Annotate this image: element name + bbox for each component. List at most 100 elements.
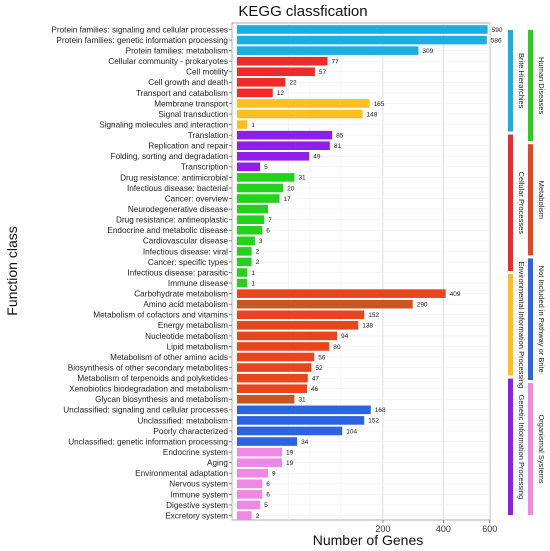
category-label: Amino acid metabolism bbox=[143, 300, 228, 309]
bar bbox=[237, 204, 268, 214]
category-label: Protein families: signaling and cellular… bbox=[51, 25, 228, 34]
bar bbox=[237, 437, 298, 446]
category-label: Glycan biosynthesis and metabolism bbox=[95, 395, 228, 404]
bar bbox=[237, 500, 261, 510]
value-label: 152 bbox=[368, 312, 379, 319]
value-label: 56 bbox=[318, 354, 326, 361]
bar bbox=[237, 215, 265, 224]
group-label: Environmental Information Processing bbox=[517, 261, 526, 388]
chart-title: KEGG classfication bbox=[238, 3, 367, 20]
group-legend: Brite Hierarchies Cellular Processes Envir… bbox=[508, 29, 546, 516]
bar bbox=[237, 321, 359, 330]
value-label: 6 bbox=[266, 228, 270, 235]
value-label: 85 bbox=[336, 132, 344, 139]
category-label: Immune system bbox=[170, 490, 228, 499]
bar bbox=[237, 289, 446, 298]
category-label: Membrane transport bbox=[154, 99, 228, 108]
category-label: Unclassified: genetic information proces… bbox=[68, 437, 228, 446]
bar bbox=[237, 394, 295, 404]
category-label: Cancer: overview bbox=[165, 194, 228, 203]
category-label: Lipid metabolism bbox=[167, 342, 229, 351]
category-label: Infectious disease: bacterial bbox=[127, 184, 228, 193]
bar bbox=[237, 352, 315, 362]
value-label: 57 bbox=[319, 69, 327, 76]
bar bbox=[237, 141, 330, 151]
value-label: 3 bbox=[259, 238, 263, 245]
bar bbox=[237, 490, 263, 499]
value-label: 31 bbox=[298, 175, 306, 182]
value-label: 52 bbox=[315, 365, 323, 372]
group-bar bbox=[528, 144, 533, 256]
value-label: 409 bbox=[450, 291, 461, 298]
category-label: Nervous system bbox=[169, 480, 228, 489]
bar bbox=[237, 130, 333, 140]
bar bbox=[237, 183, 284, 193]
category-label: Cancer: specific types bbox=[148, 258, 228, 267]
category-label: Unclassified: metabolism bbox=[137, 416, 228, 425]
bar bbox=[237, 373, 308, 383]
bar bbox=[237, 511, 252, 520]
category-label: Metabolism of terpenoids and polyketides bbox=[77, 374, 228, 383]
bar bbox=[237, 109, 363, 119]
category-label: Carbohydrate metabolism bbox=[134, 290, 228, 299]
category-labels: Protein families: signaling and cellular… bbox=[51, 25, 232, 520]
value-label: 309 bbox=[422, 48, 433, 55]
value-label: 138 bbox=[362, 323, 373, 330]
value-label: 152 bbox=[368, 418, 379, 425]
value-label: 5 bbox=[264, 164, 268, 171]
category-label: Drug resistance: antimicrobial bbox=[120, 173, 228, 182]
group-bar bbox=[508, 134, 513, 271]
value-label: 34 bbox=[301, 439, 309, 446]
value-label: 22 bbox=[289, 80, 297, 87]
category-label: Endocrine system bbox=[163, 448, 228, 457]
bar bbox=[237, 151, 310, 161]
bar bbox=[237, 78, 286, 87]
value-label: 165 bbox=[374, 101, 385, 108]
category-label: Cell motility bbox=[186, 68, 229, 77]
group-label: Cellular Processes bbox=[517, 172, 526, 235]
value-label: 47 bbox=[312, 375, 320, 382]
category-label: Excretory system bbox=[165, 511, 228, 520]
x-tick-label: 200 bbox=[375, 524, 390, 534]
bar bbox=[237, 268, 248, 277]
bar bbox=[237, 458, 282, 467]
group-label: Organismal Systems bbox=[537, 414, 546, 483]
category-label: Transport and catabolism bbox=[136, 89, 228, 98]
bar bbox=[237, 25, 488, 34]
value-label: 2 bbox=[256, 249, 260, 256]
value-label: 9 bbox=[272, 471, 276, 478]
bar bbox=[237, 257, 252, 267]
group-bar bbox=[508, 378, 513, 516]
bar bbox=[237, 468, 268, 478]
category-label: Metabolism of other amino acids bbox=[110, 353, 228, 362]
category-label: Replication and repair bbox=[148, 142, 228, 151]
group-label: Human Diseases bbox=[537, 57, 546, 114]
bar bbox=[237, 363, 312, 372]
bar bbox=[237, 99, 370, 108]
value-label: 19 bbox=[286, 460, 294, 467]
bar bbox=[237, 405, 371, 415]
category-label: Infectious disease: viral bbox=[143, 247, 228, 256]
bar bbox=[237, 120, 248, 129]
bar bbox=[237, 416, 365, 425]
bar bbox=[237, 194, 280, 203]
group-bar bbox=[528, 29, 533, 142]
bar bbox=[237, 384, 307, 394]
bar bbox=[237, 173, 295, 182]
category-label: Cell growth and death bbox=[148, 78, 228, 87]
category-label: Immune disease bbox=[168, 279, 229, 288]
category-label: Metabolism of cofactors and vitamins bbox=[93, 311, 228, 320]
category-label: Cardiovascular disease bbox=[143, 237, 229, 246]
category-label: Cellular community - prokaryotes bbox=[108, 57, 228, 66]
bar bbox=[237, 299, 413, 309]
group-bar bbox=[528, 258, 533, 381]
value-label: 290 bbox=[417, 301, 428, 308]
category-label: Biosynthesis of other secondary metaboli… bbox=[68, 363, 228, 372]
bar bbox=[237, 162, 261, 172]
category-label: Infectious disease: parasitic bbox=[127, 268, 228, 277]
value-label: 7 bbox=[268, 217, 272, 224]
bar bbox=[237, 447, 282, 457]
value-label: 590 bbox=[492, 27, 503, 34]
category-label: Digestive system bbox=[166, 501, 228, 510]
